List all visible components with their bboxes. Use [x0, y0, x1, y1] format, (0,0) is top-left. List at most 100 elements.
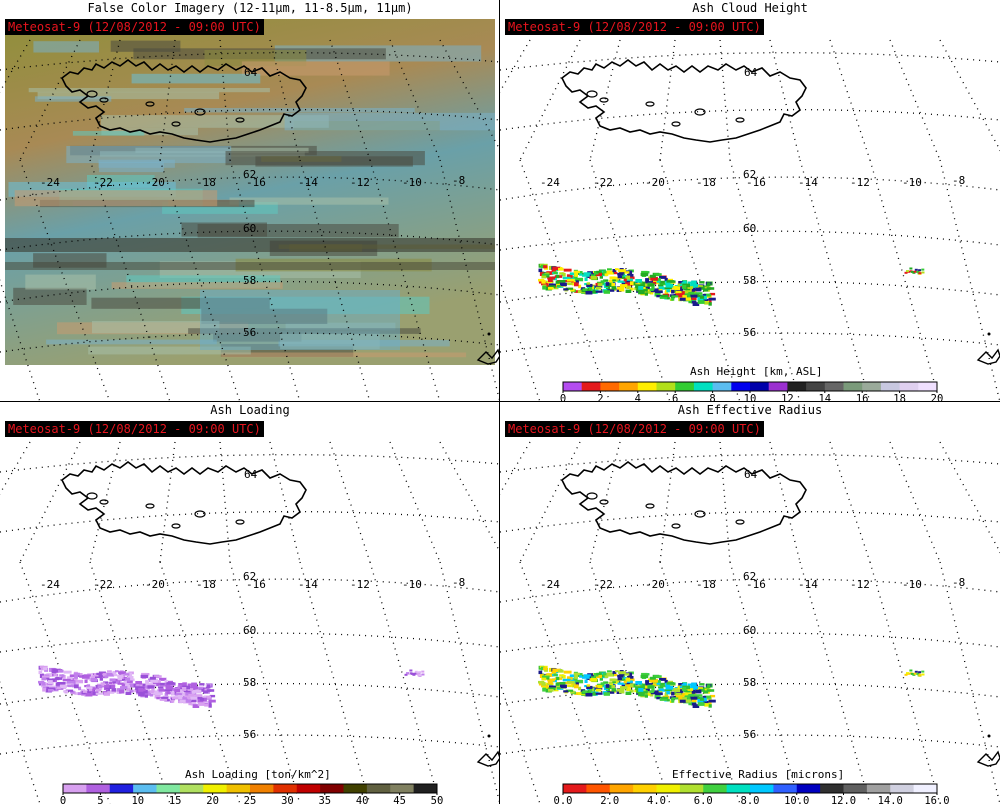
colorbar-tick-label: 45 — [393, 795, 406, 804]
lon-tick-label: -14 — [798, 578, 818, 591]
colorbar-swatch — [890, 784, 915, 793]
lon-tick-label: -10 — [402, 578, 422, 591]
lon-tick-label: -8 — [452, 576, 465, 589]
colorbar-swatch — [679, 784, 704, 793]
colorbar-swatch — [581, 382, 601, 391]
lon-tick-label: -14 — [298, 578, 318, 591]
lon-tick-label: -22 — [593, 578, 613, 591]
colorbar-swatch — [273, 784, 298, 793]
colorbar-swatch — [637, 382, 657, 391]
colorbar-tick-label: 2 — [597, 393, 603, 402]
colorbar-tick-label: 0 — [60, 795, 66, 804]
lon-tick-label: -10 — [902, 578, 922, 591]
colorbar-swatch — [773, 784, 798, 793]
colorbar-swatch — [880, 382, 901, 391]
lon-tick-label: -16 — [746, 176, 766, 189]
lon-tick-label: -18 — [696, 578, 716, 591]
lon-tick-label: -18 — [196, 578, 216, 591]
colorbar-tick-label: 20 — [931, 393, 944, 402]
lat-tick-label: 62 — [243, 570, 256, 583]
colorbar-swatch — [413, 784, 438, 793]
lat-tick-label: 58 — [243, 274, 256, 287]
lon-tick-label: -16 — [246, 578, 266, 591]
ash-cloud-height-panel: -24 -22 -20 -18 -16 -14 -12 -10 -8 62 60 58 56 6 4 Ash… — [500, 0, 1000, 402]
colorbar-swatch — [796, 784, 821, 793]
colorbar-swatch — [320, 784, 345, 793]
colorbar-tick-label: 50 — [431, 795, 444, 804]
colorbar-swatch — [390, 784, 415, 793]
lon-tick-label: -20 — [645, 176, 665, 189]
lon-tick-label: -22 — [93, 176, 113, 189]
colorbar-swatch — [609, 784, 634, 793]
colorbar-tick-label: 10 — [744, 393, 757, 402]
lat-tick-label: 62 — [243, 168, 256, 181]
lat-tick-label: 60 — [743, 624, 756, 637]
colorbar-swatch — [250, 784, 274, 793]
colorbar-title: Ash Loading [ton/km^2] — [185, 768, 331, 781]
colorbar-tick-label: 20 — [206, 795, 219, 804]
colorbar-tick-label: 4.0 — [647, 795, 666, 804]
ash-height-map: -24 -22 -20 -18 -16 -14 -12 -10 -8 62 60 58 56 6 4 — [500, 39, 1000, 402]
colorbar-swatch — [366, 784, 391, 793]
colorbar-swatch — [656, 382, 676, 391]
colorbar-swatch — [693, 382, 714, 391]
colorbar-swatch — [899, 382, 919, 391]
colorbar-swatch — [600, 382, 620, 391]
panel-divider-horizontal — [0, 401, 1000, 402]
panel-title: Ash Loading — [210, 403, 290, 417]
lon-tick-label: -22 — [93, 578, 113, 591]
satellite-timestamp-badge: Meteosat-9 (12/08/2012 - 09:00 UTC) — [5, 19, 264, 35]
lat-tick-label: 56 — [243, 728, 256, 741]
colorbar-swatch — [675, 382, 695, 391]
colorbar-tick-label: 10 — [131, 795, 144, 804]
colorbar-swatch — [806, 382, 826, 391]
colorbar-tick-label: 35 — [318, 795, 331, 804]
lon-tick-label: -12 — [850, 578, 870, 591]
satellite-timestamp-badge: Meteosat-9 (12/08/2012 - 09:00 UTC) — [505, 421, 764, 437]
lat-tick-label: 58 — [243, 676, 256, 689]
lat-tick-label: 62 — [743, 570, 756, 583]
colorbar-swatch — [712, 382, 732, 391]
colorbar-tick-label: 0.0 — [554, 795, 573, 804]
lat-tick-label: 60 — [243, 222, 256, 235]
colorbar-swatch — [731, 382, 751, 391]
lon-tick-label: -12 — [350, 578, 370, 591]
lon-tick-label: -20 — [145, 578, 165, 591]
coastline — [60, 59, 500, 365]
lat-tick-label: 62 — [743, 168, 756, 181]
colorbar-swatch — [226, 784, 251, 793]
lon-tick-label: -14 — [798, 176, 818, 189]
colorbar-tick-label: 14 — [818, 393, 831, 402]
lon-tick-label: -10 — [902, 176, 922, 189]
colorbar-swatch — [343, 784, 368, 793]
colorbar-tick-label: 16 — [856, 393, 869, 402]
colorbar-tick-label: 2.0 — [600, 795, 619, 804]
lon-tick-label: -16 — [246, 176, 266, 189]
coastline — [60, 461, 500, 767]
ash-effective-radius-panel: -24 -22 -20 -18 -16 -14 -12 -10 -8 62 60 58 56 64 Ash… — [500, 402, 1000, 804]
lon-tick-label: -20 — [645, 578, 665, 591]
colorbar-swatch — [768, 382, 788, 391]
colorbar-swatch — [750, 382, 770, 391]
colorbar-swatch — [862, 382, 882, 391]
colorbar-tick-label: 18 — [893, 393, 906, 402]
lat-tick-label: 56 — [243, 326, 256, 339]
colorbar-swatch — [913, 784, 938, 793]
ash-loading-plume — [38, 665, 425, 708]
colorbar-tick-label: 6.0 — [694, 795, 713, 804]
ash-height-plume — [538, 263, 925, 306]
colorbar-swatch — [843, 784, 868, 793]
colorbar-swatch — [63, 784, 87, 793]
colorbar-swatch — [133, 784, 158, 793]
colorbar-swatch — [656, 784, 681, 793]
lon-tick-label: -10 — [402, 176, 422, 189]
colorbar-swatch — [787, 382, 807, 391]
panel-title: Ash Effective Radius — [677, 403, 823, 417]
colorbar-swatch — [703, 784, 728, 793]
colorbar-swatch — [843, 382, 863, 391]
colorbar-tick-label: 8.0 — [741, 795, 760, 804]
